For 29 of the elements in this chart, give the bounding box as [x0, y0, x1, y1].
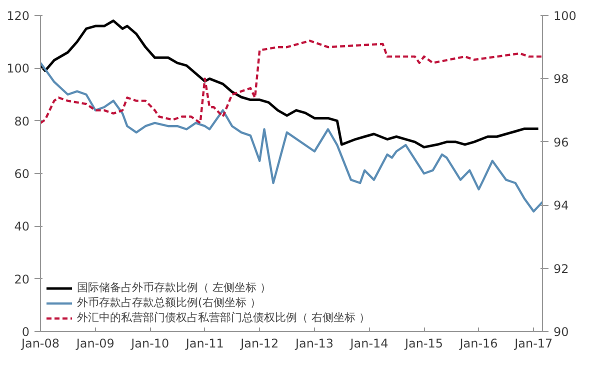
x-tick-label: Jan-13: [294, 336, 334, 350]
y2-tick-label: 98: [554, 72, 569, 86]
legend-label: 外汇中的私营部门债权占私营部门总债权比例（ 右侧坐标 ）: [77, 310, 370, 325]
y-tick-label: 80: [14, 114, 30, 128]
y-tick-label: 120: [6, 9, 30, 23]
y2-tick-label: 92: [554, 262, 569, 276]
x-tick-label: Jan-15: [404, 336, 444, 350]
y-tick-label: 20: [14, 272, 30, 286]
y2-tick-label: 90: [554, 325, 569, 339]
x-tick-label: Jan-14: [349, 336, 388, 350]
line-series: [40, 40, 542, 124]
y-tick-label: 0: [22, 325, 30, 339]
y-tick-label: 60: [14, 167, 30, 181]
x-tick-label: Jan-16: [458, 336, 498, 350]
y2-tick-label: 94: [554, 198, 569, 213]
line-series: [40, 62, 542, 213]
x-tick-label: Jan-09: [75, 336, 114, 350]
legend-label: 国际储备占外币存款比例（ 左侧坐标 ）: [77, 280, 271, 295]
legend-label: 外币存款占存款总额比例(右侧坐标 ）: [77, 295, 261, 310]
line-series: [40, 20, 540, 148]
x-tick-label: Jan-17: [514, 336, 553, 350]
x-tick-label: Jan-08: [20, 336, 60, 350]
x-tick-label: Jan-12: [240, 336, 279, 350]
y2-tick-label: 100: [554, 9, 576, 23]
x-tick-label: Jan-11: [184, 336, 224, 350]
y-tick-label: 40: [14, 220, 30, 234]
y2-tick-label: 96: [554, 135, 569, 150]
y-tick-label: 100: [6, 62, 30, 76]
x-tick-label: Jan-10: [130, 336, 170, 350]
